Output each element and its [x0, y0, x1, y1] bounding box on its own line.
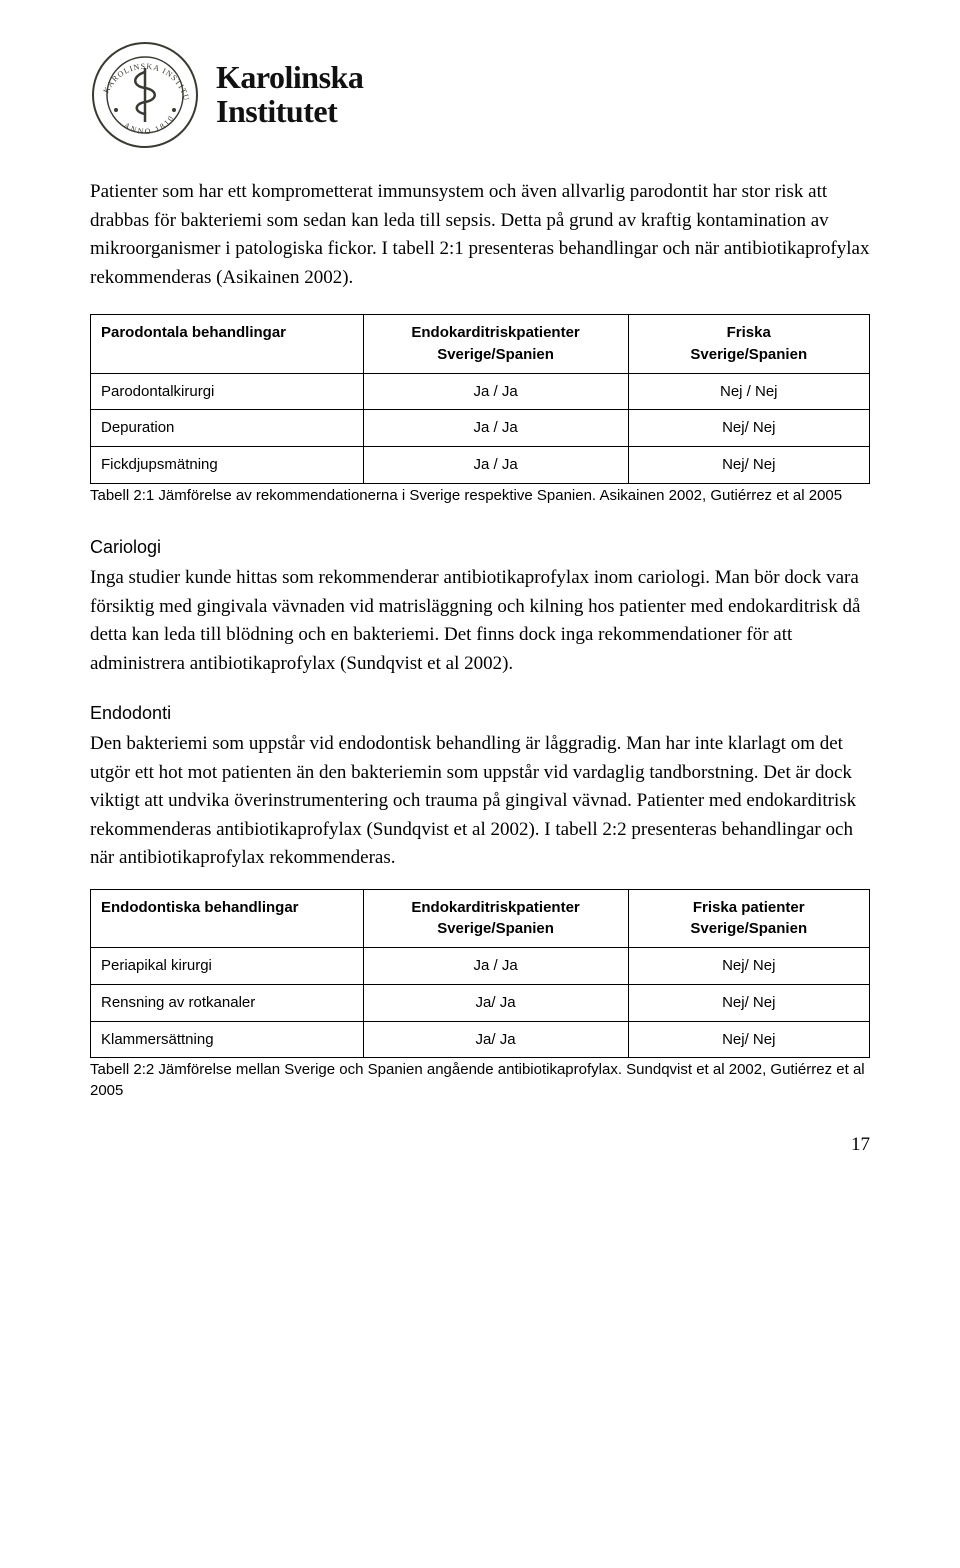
t2-r2-c1: Klammersättning [91, 1021, 364, 1058]
t1-r2-c2: Ja / Ja [363, 447, 628, 484]
t2-r1-c2: Ja/ Ja [363, 984, 628, 1021]
svg-text:KAROLINSKA INSTITUTET: KAROLINSKA INSTITUTET [90, 40, 191, 102]
t2-col2-header: Endokarditriskpatienter Sverige/Spanien [363, 889, 628, 948]
t2-col3-header: Friska patienter Sverige/Spanien [628, 889, 870, 948]
t2-r1-c1: Rensning av rotkanaler [91, 984, 364, 1021]
t2-col2-l2: Sverige/Spanien [374, 918, 618, 940]
t1-col2-l2: Sverige/Spanien [374, 344, 618, 366]
table-row: Klammersättning Ja/ Ja Nej/ Nej [91, 1021, 870, 1058]
t1-r0-c3: Nej / Nej [628, 373, 870, 410]
t2-col1-header: Endodontiska behandlingar [91, 889, 364, 948]
t1-r2-c1: Fickdjupsmätning [91, 447, 364, 484]
table-row: Fickdjupsmätning Ja / Ja Nej/ Nej [91, 447, 870, 484]
t1-r1-c1: Depuration [91, 410, 364, 447]
karolinska-seal-icon: KAROLINSKA INSTITUTET ANNO 1810 [90, 40, 200, 150]
t2-r0-c1: Periapikal kirurgi [91, 948, 364, 985]
t1-r0-c1: Parodontalkirurgi [91, 373, 364, 410]
logo-line2: Institutet [216, 93, 337, 129]
logo-wordmark: Karolinska Institutet [216, 61, 363, 128]
t2-r2-c2: Ja/ Ja [363, 1021, 628, 1058]
cariologi-paragraph: Inga studier kunde hittas som rekommende… [90, 564, 870, 678]
t2-r1-c3: Nej/ Nej [628, 984, 870, 1021]
logo-row: KAROLINSKA INSTITUTET ANNO 1810 Karolins… [90, 40, 870, 150]
t1-r1-c3: Nej/ Nej [628, 410, 870, 447]
table-row: Depuration Ja / Ja Nej/ Nej [91, 410, 870, 447]
table-header-row: Parodontala behandlingar Endokarditriskp… [91, 315, 870, 374]
svg-text:ANNO 1810: ANNO 1810 [122, 113, 176, 136]
page-number: 17 [90, 1131, 870, 1159]
table1-caption: Tabell 2:1 Jämförelse av rekommendatione… [90, 486, 870, 506]
t2-r0-c3: Nej/ Nej [628, 948, 870, 985]
endodonti-paragraph: Den bakteriemi som uppstår vid endodonti… [90, 730, 870, 873]
t1-r0-c2: Ja / Ja [363, 373, 628, 410]
table-parodontala: Parodontala behandlingar Endokarditriskp… [90, 314, 870, 484]
table-row: Parodontalkirurgi Ja / Ja Nej / Nej [91, 373, 870, 410]
t1-r1-c2: Ja / Ja [363, 410, 628, 447]
t2-r0-c2: Ja / Ja [363, 948, 628, 985]
t1-r2-c3: Nej/ Nej [628, 447, 870, 484]
t1-col3-l2: Sverige/Spanien [639, 344, 860, 366]
table-row: Rensning av rotkanaler Ja/ Ja Nej/ Nej [91, 984, 870, 1021]
t1-col1-header: Parodontala behandlingar [91, 315, 364, 374]
t1-col2-l1: Endokarditriskpatienter [374, 322, 618, 344]
t2-r2-c3: Nej/ Nej [628, 1021, 870, 1058]
table-endodontiska: Endodontiska behandlingar Endokarditrisk… [90, 889, 870, 1059]
t2-col3-l1: Friska patienter [639, 897, 860, 919]
intro-paragraph: Patienter som har ett komprometterat imm… [90, 178, 870, 292]
table-row: Periapikal kirurgi Ja / Ja Nej/ Nej [91, 948, 870, 985]
table-header-row: Endodontiska behandlingar Endokarditrisk… [91, 889, 870, 948]
endodonti-heading: Endodonti [90, 700, 870, 726]
t2-col3-l2: Sverige/Spanien [639, 918, 860, 940]
t1-col3-l1: Friska [639, 322, 860, 344]
table2-caption: Tabell 2:2 Jämförelse mellan Sverige och… [90, 1060, 870, 1101]
t1-col3-header: Friska Sverige/Spanien [628, 315, 870, 374]
t1-col2-header: Endokarditriskpatienter Sverige/Spanien [363, 315, 628, 374]
cariologi-heading: Cariologi [90, 534, 870, 560]
t2-col2-l1: Endokarditriskpatienter [374, 897, 618, 919]
logo-line1: Karolinska [216, 59, 363, 95]
